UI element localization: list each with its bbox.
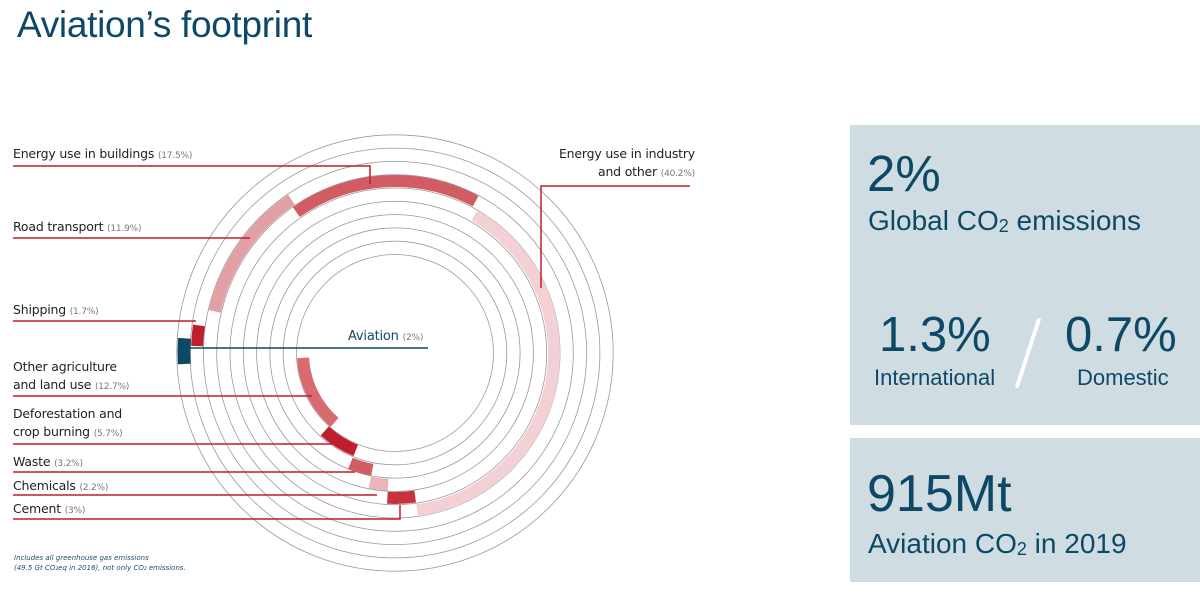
leader-energy-industry [540,185,690,288]
total-emissions-panel: 915Mt Aviation CO2 in 2019 [850,438,1200,582]
page-title: Aviation’s footprint [17,4,312,45]
label-cement: Cement (3%) [13,501,86,516]
guide-ring [202,160,588,546]
domestic-value: 0.7% [1065,308,1177,362]
international-label: International [874,365,996,390]
chart-footnote: Includes all greenhouse gas emissions (4… [14,553,186,573]
divider-slash [1014,318,1042,388]
label-energy-industry: Energy use in industry and other (40.2%) [558,146,695,179]
band-deforestation-and-crop-burning [320,426,359,456]
band-shipping [191,324,205,347]
guide-ring [269,227,521,479]
footnote-line-1: Includes all greenhouse gas emissions [14,554,149,562]
guide-ring [216,174,574,532]
band-chemicals [368,476,389,491]
total-emissions-value: 915Mt [867,465,1012,523]
label-shipping: Shipping (1.7%) [13,302,99,317]
label-energy-buildings: Energy use in buildings (17.5%) [13,146,193,161]
band-other-agriculture-and-land-use [297,357,339,427]
label-chemicals: Chemicals (2.2%) [13,478,109,493]
global-share-panel: 2% Global CO2 emissions 1.3% Internation… [850,125,1200,425]
band-road-transport [208,194,295,313]
label-other-agriculture: Other agriculture and land use (12.7%) [13,359,130,392]
label-road-transport: Road transport (11.9%) [13,219,142,234]
band-waste [348,457,374,476]
guide-ring [296,254,494,452]
radial-emissions-chart [13,134,690,572]
total-emissions-label: Aviation CO2 in 2019 [868,528,1127,559]
global-share-label: Global CO2 emissions [868,205,1141,236]
guide-ring [242,200,548,506]
footnote-line-2: (49.5 Gt CO₂eq in 2016), not only CO₂ em… [14,564,186,572]
guide-ring [282,240,508,466]
leader-energy-buildings [13,165,371,184]
label-waste: Waste (3.2%) [13,454,83,469]
band-cement [387,490,417,505]
label-deforestation: Deforestation and crop burning (5.7%) [13,406,123,439]
leader-cement [13,505,401,520]
band-energy-use-in-buildings [292,174,479,218]
guide-ring [176,134,614,572]
label-aviation: Aviation (2%) [348,329,424,344]
band-energy-use-in-industry-and-other [416,210,561,517]
international-value: 1.3% [879,308,991,362]
domestic-label: Domestic [1077,365,1169,390]
guide-ring [256,214,534,492]
global-share-value: 2% [867,145,941,202]
